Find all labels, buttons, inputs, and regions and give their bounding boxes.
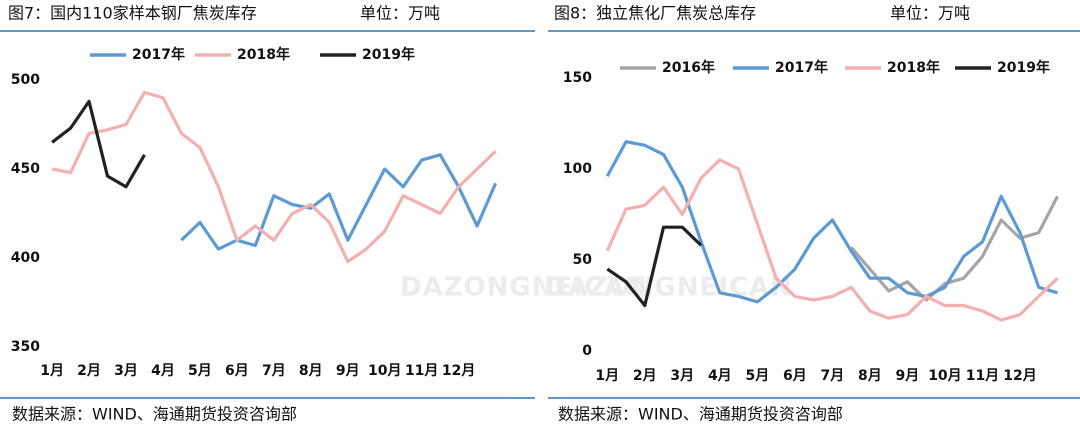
series-line — [51, 90, 497, 264]
watermark: DAZONGNEICAN — [400, 273, 648, 303]
series-line — [606, 225, 703, 308]
x-tick-label: 3月 — [670, 368, 694, 384]
x-tick-label: 1月 — [595, 368, 619, 384]
unit-label: 单位：万吨 — [360, 4, 440, 23]
x-tick-label: 9月 — [336, 363, 360, 379]
x-tick-label: 12月 — [442, 363, 475, 379]
y-tick-label: 350 — [11, 339, 40, 355]
unit-label: 单位：万吨 — [890, 4, 970, 23]
x-tick-label: 11月 — [405, 363, 438, 379]
y-tick-label: 50 — [573, 252, 593, 268]
y-tick-label: 400 — [11, 250, 40, 266]
x-tick-label: 6月 — [783, 368, 807, 384]
x-tick-label: 4月 — [708, 368, 732, 384]
x-tick-label: 11月 — [966, 368, 999, 384]
legend-label: 2019年 — [997, 59, 1050, 76]
y-tick-label: 500 — [11, 72, 40, 88]
x-tick-label: 5月 — [745, 368, 769, 384]
legend-label: 2018年 — [887, 59, 940, 76]
x-tick-label: 2月 — [77, 363, 101, 379]
legend-label: 2016年 — [662, 59, 715, 76]
y-tick-label: 450 — [11, 161, 40, 177]
series-line — [51, 99, 146, 189]
x-tick-label: 7月 — [821, 368, 845, 384]
x-tick-label: 6月 — [225, 363, 249, 379]
chart-title: 图8：独立焦化厂焦炭总库存 — [554, 4, 756, 23]
x-tick-label: 10月 — [928, 368, 961, 384]
x-tick-label: 3月 — [114, 363, 138, 379]
x-tick-label: 8月 — [299, 363, 323, 379]
y-tick-label: 0 — [582, 343, 592, 359]
series-line — [180, 153, 498, 251]
series-line — [605, 158, 1059, 322]
x-tick-label: 9月 — [896, 368, 920, 384]
x-tick-label: 10月 — [368, 363, 401, 379]
y-tick-label: 100 — [563, 161, 592, 177]
y-tick-label: 150 — [563, 70, 592, 86]
legend-label: 2017年 — [132, 46, 185, 63]
x-tick-label: 4月 — [151, 363, 175, 379]
chart-title: 图7：国内110家样本钢厂焦炭库存 — [8, 4, 257, 23]
series-line — [605, 140, 1058, 304]
x-tick-label: 8月 — [858, 368, 882, 384]
legend-label: 2019年 — [362, 46, 415, 63]
x-tick-label: 2月 — [633, 368, 657, 384]
legend-label: 2018年 — [237, 46, 290, 63]
source-note: 数据来源：WIND、海通期货投资咨询部 — [558, 405, 843, 424]
legend-label: 2017年 — [775, 59, 828, 76]
x-tick-label: 7月 — [262, 363, 286, 379]
x-tick-label: 1月 — [40, 363, 64, 379]
x-tick-label: 12月 — [1003, 368, 1036, 384]
x-tick-label: 5月 — [188, 363, 212, 379]
source-note: 数据来源：WIND、海通期货投资咨询部 — [12, 405, 297, 424]
watermark: DAZONGNEICAN — [545, 273, 793, 303]
